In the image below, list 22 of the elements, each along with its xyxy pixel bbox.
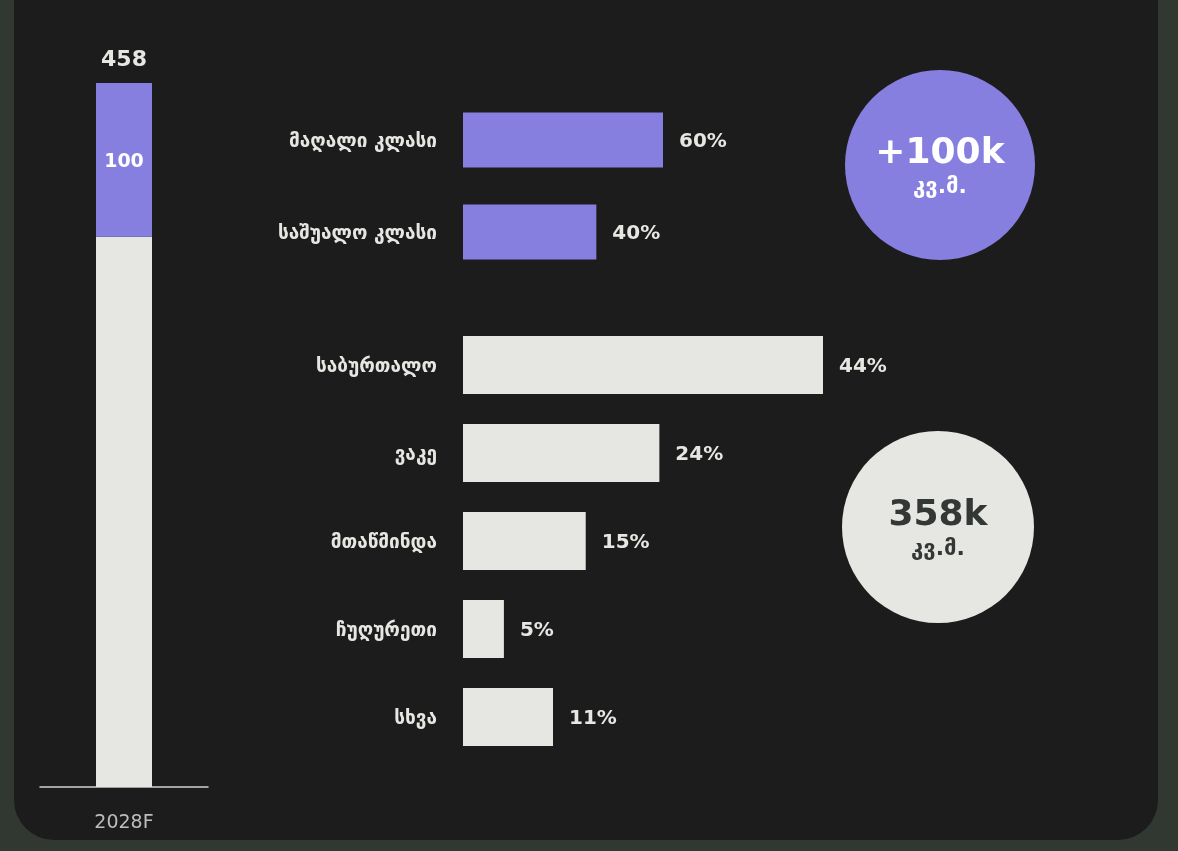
bar — [463, 512, 586, 570]
y-tick-label: სხვა — [394, 706, 437, 729]
total-label: 458 — [101, 45, 147, 71]
data-label: 5% — [519, 617, 554, 641]
data-label: 11% — [569, 705, 617, 729]
y-tick-label: ვაკე — [394, 442, 437, 465]
data-label: 24% — [675, 441, 724, 465]
data-label: 15% — [601, 529, 650, 553]
bar — [463, 688, 553, 746]
bar — [463, 336, 823, 394]
data-label: 100 — [104, 148, 144, 171]
x-tick-label: 2028F — [94, 809, 154, 832]
bar — [463, 600, 504, 658]
data-label: 44% — [839, 353, 887, 377]
y-tick-label: მთაწმინდა — [330, 530, 437, 553]
data-label: 40% — [612, 220, 661, 244]
y-tick-label: მაღალი კლასი — [288, 129, 437, 152]
bar — [463, 424, 660, 482]
data-label: 60% — [679, 128, 727, 152]
y-tick-label: საშუალო კლასი — [277, 221, 437, 244]
y-tick-label: საბურთალო — [315, 354, 437, 377]
y-tick-label: ჩუღურეთი — [335, 618, 437, 641]
